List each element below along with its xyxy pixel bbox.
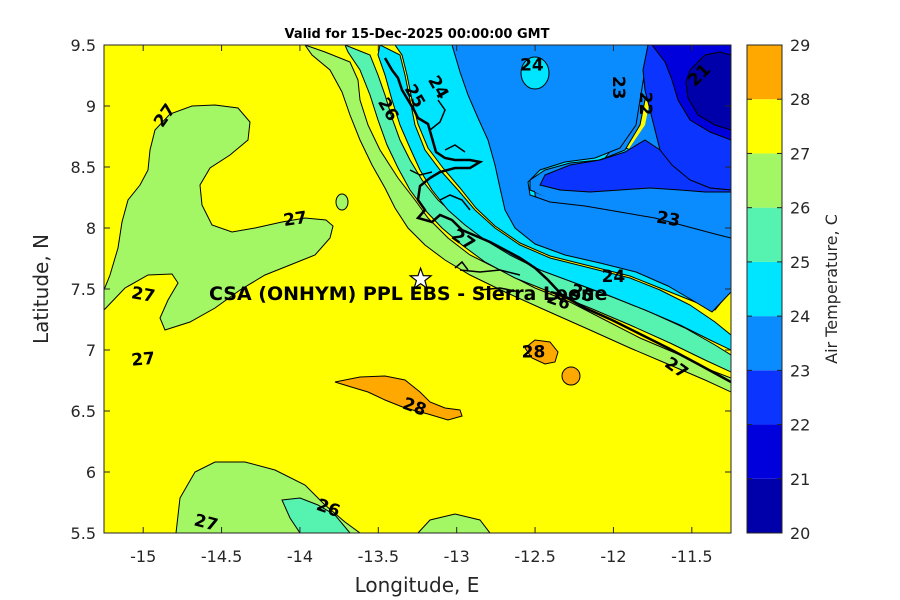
x-tick-label: -12: [600, 547, 626, 566]
contour-label: 23: [608, 76, 628, 100]
y-tick-label: 9.5: [71, 36, 96, 55]
colorbar-segment: [747, 370, 782, 425]
colorbar-tick-label: 26: [790, 199, 810, 218]
x-tick-label: -13.5: [358, 547, 399, 566]
colorbar-segment: [747, 45, 782, 100]
contour-label: 23: [655, 208, 682, 232]
temp-band-27-28-west: [334, 375, 463, 421]
site-label: CSA (ONHYM) PPL EBS - Sierra Leone: [209, 283, 607, 305]
temp-band-21-22-lobe: [539, 139, 731, 193]
temp-band-27-28-east: [524, 339, 559, 365]
temp-band-23-24: [377, 45, 731, 351]
colorbar-tick-label: 24: [790, 307, 810, 326]
site-star-marker: [408, 266, 433, 290]
temp-band-25-26-coast: [304, 45, 731, 393]
colorbar-tick-label: 22: [790, 416, 810, 435]
y-tick-label: 8: [86, 219, 96, 238]
x-tick-label: -12.5: [514, 547, 555, 566]
colorbar-tick-label: 27: [790, 144, 810, 163]
contour-label: 24: [520, 56, 544, 76]
colorbar-tick-label: 25: [790, 253, 810, 272]
map-area: [104, 45, 731, 533]
colorbar-segment: [747, 261, 782, 317]
chart-title: Valid for 15-Dec-2025 00:00:00 GMT: [285, 27, 550, 42]
y-tick-label: 5.5: [71, 524, 96, 543]
y-tick-label: 6: [86, 463, 96, 482]
contour-label: 28: [522, 342, 546, 362]
colorbar-tick-label: 28: [790, 90, 810, 109]
colorbar-tick-label: 29: [790, 36, 810, 55]
y-axis-label: Latitude, N: [29, 234, 53, 344]
contour-label: 27: [282, 208, 308, 231]
temp-band-22-23-main: [451, 45, 731, 313]
colorbar-frame: [746, 44, 783, 534]
temp-island-28: [561, 366, 581, 386]
y-tick-label: 6.5: [71, 402, 96, 421]
x-axis: -15 -14.5 -14 -13.5 -13 -12.5 -12 -11.5: [130, 45, 713, 566]
temp-band-below-21: [685, 51, 731, 131]
y-tick-label: 7.5: [71, 280, 96, 299]
coastline: [383, 57, 731, 384]
temp-band-25-26-west: [104, 104, 334, 331]
y-axis: 5.5 6 6.5 7 7.5 8 8.5 9 9.5: [71, 36, 731, 543]
y-tick-label: 7: [86, 341, 96, 360]
temp-band-24-25: [344, 45, 731, 373]
river-lines: [409, 99, 521, 293]
colorbar-segment: [747, 207, 782, 262]
colorbar-segment: [747, 153, 782, 208]
colorbar-tick-label: 21: [790, 470, 810, 489]
contour-label: 24: [602, 267, 626, 287]
x-tick-label: -15: [130, 547, 156, 566]
colorbar-tick-label: 20: [790, 524, 810, 543]
temp-island-24: [520, 56, 550, 90]
site-group: CSA (ONHYM) PPL EBS - Sierra Leone: [209, 266, 607, 305]
colorbar-segment: [747, 99, 782, 154]
temp-band-24-25-south: [281, 497, 351, 533]
contour-label: 27: [130, 283, 157, 307]
colorbar-tick-label: 23: [790, 361, 810, 380]
x-tick-label: -14: [287, 547, 313, 566]
x-tick-label: -11.5: [671, 547, 712, 566]
contour-label: 27: [131, 349, 156, 371]
temp-island-small: [335, 193, 349, 211]
x-tick-label: -14.5: [201, 547, 242, 566]
x-tick-label: -13: [444, 547, 470, 566]
colorbar-segment: [747, 424, 782, 479]
y-tick-label: 8.5: [71, 158, 96, 177]
colorbar-label: Air Temperature, C: [822, 214, 841, 364]
temp-band-25-26-south2: [417, 513, 491, 533]
contour-label: 22: [635, 92, 655, 116]
y-tick-label: 9: [86, 97, 96, 116]
colorbar: 20 21 22 23 24 25 26 27 28 29: [746, 36, 810, 543]
colorbar-segment: [747, 316, 782, 371]
x-axis-label: Longitude, E: [355, 573, 480, 597]
colorbar-segment: [747, 478, 782, 533]
